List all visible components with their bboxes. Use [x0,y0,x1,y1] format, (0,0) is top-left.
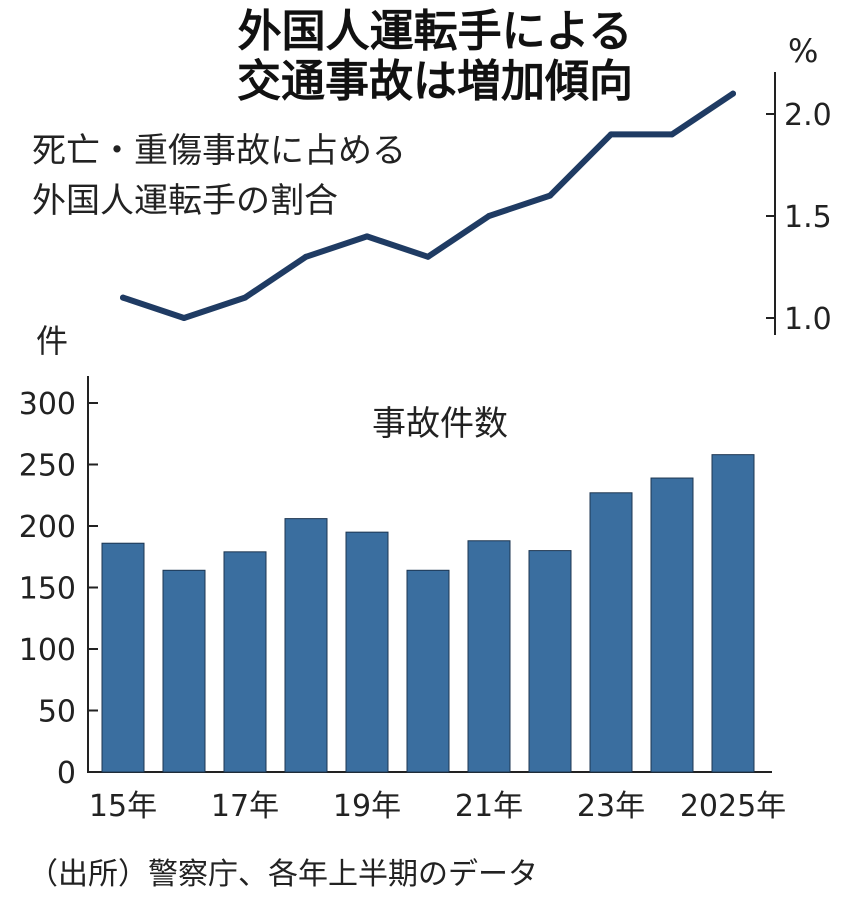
bar-x-tick-label: 17年 [211,789,279,824]
bar-x-tick-label: 21年 [455,789,523,824]
line-y-tick-label: 1.5 [784,200,832,235]
bar-y-tick-label: 150 [19,572,76,607]
bar-y-tick-label: 300 [19,387,76,422]
bar-y-tick-label: 250 [19,449,76,484]
bar-2017 [223,551,267,773]
line-y-tick-label: 1.0 [784,302,832,337]
bar-2018 [284,518,328,773]
bar-2024 [650,477,694,773]
bar-2020 [406,569,450,773]
ratio-point-2023 [608,131,614,138]
bar-2016 [162,569,206,773]
line-series-label-line1: 死亡・重傷事故に占める [32,131,406,171]
line-plot [120,90,736,321]
bars [101,454,755,773]
ratio-point-2022 [547,192,553,199]
bar-y-tick-label: 100 [19,633,76,668]
bar-2023 [589,492,633,773]
source-note: （出所）警察庁、各年上半期のデータ [28,857,538,892]
bar-x-tick-label: 2025年 [680,789,786,824]
bar-x-tick-label: 15年 [89,789,157,824]
ratio-point-2016 [181,315,187,321]
line-unit-label: % [788,32,818,70]
ratio-point-2024 [669,131,675,138]
bar-x-tick-label: 19年 [333,789,401,824]
ratio-point-2017 [242,294,248,301]
chart-title-line1: 外国人運転手による [238,6,633,57]
bar-series-label: 事故件数 [372,404,508,444]
line-y-tick-label: 2.0 [784,98,832,133]
bar-2022 [528,550,572,773]
bar-2019 [345,531,389,773]
bar-y-tick-label: 200 [19,510,76,545]
bar-unit-label: 件 [36,322,68,360]
ratio-point-2015 [120,294,126,301]
ratio-point-2025 [730,90,736,97]
bar-2025 [711,454,755,773]
bar-2015 [101,542,145,773]
bar-y-tick-label: 0 [57,756,76,791]
bar-y-tick-label: 50 [38,695,76,730]
chart-title-line2: 交通事故は増加傾向 [237,56,633,107]
bar-x-ticks: 15年 17年 19年 21年 23年 2025年 [89,789,786,824]
bar-x-tick-label: 23年 [577,789,645,824]
ratio-point-2019 [364,233,370,240]
ratio-point-2018 [303,253,309,260]
line-series-label-line2: 外国人運転手の割合 [32,181,338,221]
bar-2021 [467,540,511,773]
bar-y-ticks: 0 50 100 150 200 250 300 [19,387,98,791]
ratio-point-2021 [486,213,492,219]
ratio-point-2020 [425,253,431,260]
line-y-ticks: 1.0 1.5 2.0 [766,98,832,337]
